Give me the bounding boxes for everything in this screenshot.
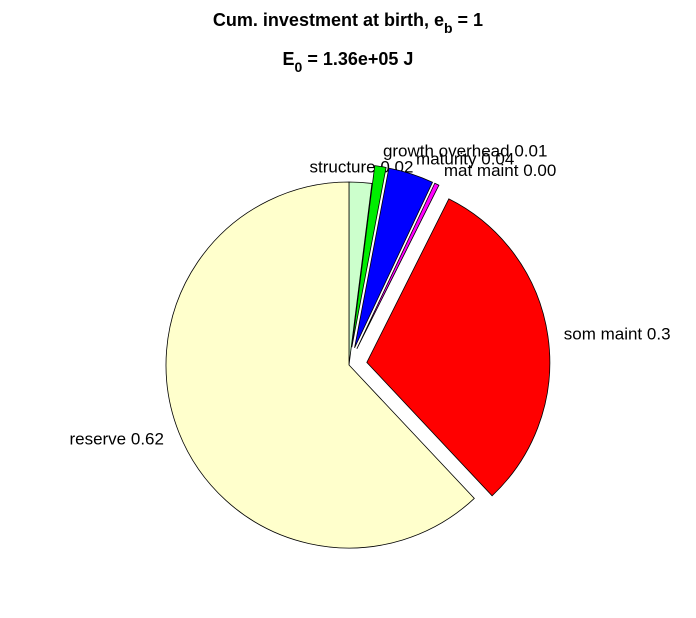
title-text: Cum. investment at birth, e (213, 10, 444, 30)
title-text: = 1 (453, 10, 484, 30)
label-value: 0.62 (131, 429, 164, 448)
subtitle-subscript: 0 (295, 59, 303, 75)
label-name: mat maint (444, 161, 519, 180)
title-subscript: b (444, 20, 453, 36)
pie-slice (351, 165, 387, 348)
label-name: growth overhead (383, 142, 510, 161)
label-name: maturity (416, 150, 477, 169)
label-value: 0.04 (481, 150, 514, 169)
label-value: 0.01 (514, 142, 547, 161)
label-value: 0.3 (647, 325, 671, 344)
label-name: reserve (69, 429, 126, 448)
slice-label: mat maint 0.00 (444, 161, 556, 180)
pie-slice (165, 181, 475, 549)
chart-title: Cum. investment at birth, eb = 1 (213, 10, 483, 36)
slice-label: maturity 0.04 (416, 150, 514, 169)
pie-slice (354, 167, 434, 349)
subtitle-text: = 1.36e+05 J (302, 49, 413, 69)
subtitle-text: E (283, 49, 295, 69)
slice-label: growth overhead 0.01 (383, 142, 547, 161)
label-value: 0.00 (523, 161, 556, 180)
pie-slice (356, 182, 440, 349)
slice-label: reserve 0.62 (69, 429, 164, 448)
pie-slice (366, 198, 551, 497)
chart-subtitle: E0 = 1.36e+05 J (283, 49, 414, 75)
slice-label: som maint 0.3 (564, 325, 671, 344)
label-name: som maint (564, 325, 643, 344)
label-name: structure (310, 157, 376, 176)
